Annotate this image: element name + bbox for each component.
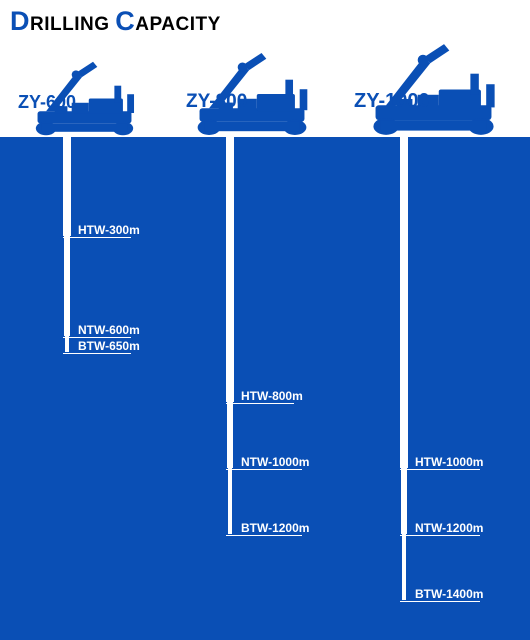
bore-column: HTW-1000m NTW-1200m BTW-1400m: [336, 137, 530, 640]
machine-label: ZY-600: [18, 92, 76, 113]
ground-area: HTW-300m NTW-600m BTW-650m HTW-800m NTW-1000…: [0, 137, 530, 640]
bore-segment: [65, 137, 69, 352]
depth-label: BTW-650m: [78, 339, 140, 353]
depth-label: NTW-600m: [78, 323, 140, 337]
bore-columns: HTW-300m NTW-600m BTW-650m HTW-800m NTW-1000…: [0, 137, 530, 640]
machine-cell: ZY-600: [0, 30, 168, 137]
machine-cell: ZY-800: [168, 30, 336, 137]
machine-label: ZY-800: [186, 91, 247, 113]
machines-row: ZY-600 ZY-800: [0, 30, 530, 137]
depth-label: HTW-800m: [241, 389, 303, 403]
depth-label: NTW-1200m: [415, 521, 483, 535]
machine-cell: ZY-1000: [336, 30, 530, 137]
depth-label: NTW-1000m: [241, 455, 309, 469]
depth-label: BTW-1400m: [415, 587, 483, 601]
machine-label: ZY-1000: [354, 90, 430, 113]
bore-column: HTW-800m NTW-1000m BTW-1200m: [168, 137, 336, 640]
bore-segment: [228, 137, 232, 534]
bore-segment: [402, 137, 406, 600]
bore-column: HTW-300m NTW-600m BTW-650m: [0, 137, 168, 640]
depth-label: HTW-1000m: [415, 455, 483, 469]
depth-label: HTW-300m: [78, 223, 140, 237]
depth-label: BTW-1200m: [241, 521, 309, 535]
